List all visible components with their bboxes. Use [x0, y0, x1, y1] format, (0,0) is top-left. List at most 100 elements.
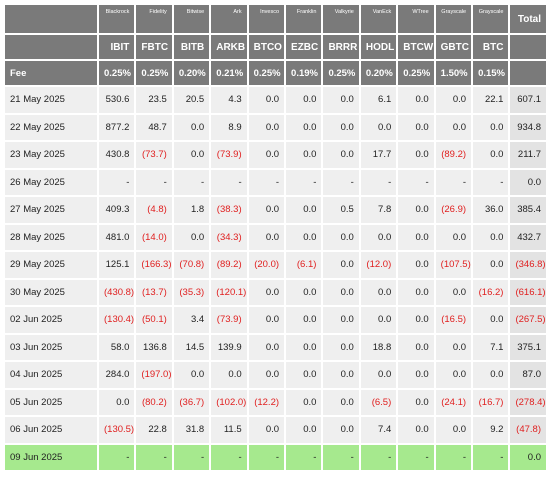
flow-cell: (197.0): [136, 362, 172, 388]
date-cell: 09 Jun 2025: [5, 444, 97, 470]
flow-cell: (24.1): [435, 389, 472, 415]
ticker-symbol: GBTC: [435, 35, 472, 59]
flow-cell: -: [173, 169, 210, 195]
flow-cell: (166.3): [136, 252, 172, 278]
flow-cell: 0.0: [435, 334, 472, 360]
flow-cell: (70.8): [173, 252, 210, 278]
flow-cell: 0.0: [248, 417, 285, 443]
issuer-name: Grayscale: [435, 5, 472, 33]
flow-cell: 530.6: [99, 87, 135, 113]
flow-cell: 0.0: [248, 142, 285, 168]
flow-cell: (107.5): [435, 252, 472, 278]
date-cell: 30 May 2025: [5, 279, 97, 305]
flow-cell: 0.0: [360, 362, 397, 388]
flow-cell: 0.0: [398, 197, 434, 223]
flow-cell: (120.1): [211, 279, 247, 305]
flow-cell: 0.0: [248, 362, 285, 388]
flow-cell: (73.7): [136, 142, 172, 168]
issuer-name: Bitwise: [173, 5, 210, 33]
fee-value: 0.25%: [323, 61, 359, 85]
flow-cell: 0.0: [248, 334, 285, 360]
flow-cell: 14.5: [173, 334, 210, 360]
total-cell: 211.7: [510, 142, 546, 168]
total-cell: (278.4): [510, 389, 546, 415]
flow-cell: 18.8: [360, 334, 397, 360]
ticker-header-row: IBIT FBTC BITB ARKB BTCO EZBC BRRR HODL BTCW GBTC…: [5, 35, 546, 59]
fee-value: 0.25%: [248, 61, 285, 85]
flow-cell: 7.1: [473, 334, 509, 360]
date-cell: 26 May 2025: [5, 169, 97, 195]
flow-cell: 0.0: [248, 87, 285, 113]
date-cell: 27 May 2025: [5, 197, 97, 223]
total-cell: 432.7: [510, 224, 546, 250]
issuer-name: Grayscale: [473, 5, 509, 33]
flow-cell: 0.0: [473, 142, 509, 168]
flow-cell: 0.0: [398, 224, 434, 250]
date-cell: 28 May 2025: [5, 224, 97, 250]
table-row: 04 Jun 2025 284.0 (197.0) 0.0 0.0 0.0 0.0 0.0 0.…: [5, 362, 546, 388]
flow-cell: (13.7): [136, 279, 172, 305]
total-cell: 0.0: [510, 444, 546, 470]
flow-cell: 877.2: [99, 114, 135, 140]
etf-flows-table: Blackrock Fidelity Bitwise Ark Invesco Frankl…: [3, 3, 548, 472]
flow-cell: 0.0: [286, 389, 322, 415]
flow-cell: (36.7): [173, 389, 210, 415]
fee-value: 0.25%: [136, 61, 172, 85]
flow-cell: 0.0: [473, 224, 509, 250]
date-cell: 05 Jun 2025: [5, 389, 97, 415]
ticker-symbol: EZBC: [286, 35, 322, 59]
issuer-name: Invesco: [248, 5, 285, 33]
flow-cell: 0.0: [473, 362, 509, 388]
fee-value: 0.25%: [99, 61, 135, 85]
date-cell: 29 May 2025: [5, 252, 97, 278]
ticker-symbol: BTCW: [398, 35, 434, 59]
date-cell: 23 May 2025: [5, 142, 97, 168]
flow-cell: 0.0: [248, 197, 285, 223]
flow-cell: (89.2): [435, 142, 472, 168]
ticker-symbol: BTC: [473, 35, 509, 59]
flow-cell: -: [323, 169, 359, 195]
fee-value: 0.21%: [211, 61, 247, 85]
total-header-blank: [510, 61, 546, 85]
total-cell: (346.8): [510, 252, 546, 278]
flow-cell: 0.0: [173, 114, 210, 140]
total-cell: (47.8): [510, 417, 546, 443]
ticker-symbol: BRRR: [323, 35, 359, 59]
flow-cell: 0.0: [398, 362, 434, 388]
flow-cell: (130.5): [99, 417, 135, 443]
flow-cell: 0.0: [398, 389, 434, 415]
flow-cell: 0.0: [286, 417, 322, 443]
total-cell: 0.0: [510, 169, 546, 195]
flow-cell: -: [248, 169, 285, 195]
flow-cell: (26.9): [435, 197, 472, 223]
flow-cell: 136.8: [136, 334, 172, 360]
flow-cell: 0.0: [323, 389, 359, 415]
flow-cell: 0.0: [435, 279, 472, 305]
date-cell: 02 Jun 2025: [5, 307, 97, 333]
flow-cell: (12.2): [248, 389, 285, 415]
flow-cell: 0.0: [248, 279, 285, 305]
flow-cell: -: [136, 444, 172, 470]
flow-cell: 0.0: [398, 142, 434, 168]
flow-cell: 430.8: [99, 142, 135, 168]
table-row: 23 May 2025 430.8 (73.7) 0.0 (73.9) 0.0 0.0 0.0…: [5, 142, 546, 168]
flow-cell: 0.0: [173, 362, 210, 388]
total-cell: 87.0: [510, 362, 546, 388]
flow-cell: 0.0: [323, 279, 359, 305]
flow-cell: 48.7: [136, 114, 172, 140]
flow-cell: 0.0: [323, 224, 359, 250]
ticker-symbol: BITB: [173, 35, 210, 59]
flow-cell: 0.0: [473, 252, 509, 278]
total-header: Total: [510, 5, 546, 33]
fee-label: Fee: [5, 61, 97, 85]
total-cell: (267.5): [510, 307, 546, 333]
flow-cell: 9.2: [473, 417, 509, 443]
flow-cell: (50.1): [136, 307, 172, 333]
table-row: 03 Jun 2025 58.0 136.8 14.5 139.9 0.0 0.0 0.0 18…: [5, 334, 546, 360]
flow-cell: (34.3): [211, 224, 247, 250]
issuer-name: Blackrock: [99, 5, 135, 33]
flow-cell: (14.0): [136, 224, 172, 250]
ticker-symbol: HODL: [360, 35, 397, 59]
flow-cell: -: [360, 169, 397, 195]
flow-cell: 22.1: [473, 87, 509, 113]
